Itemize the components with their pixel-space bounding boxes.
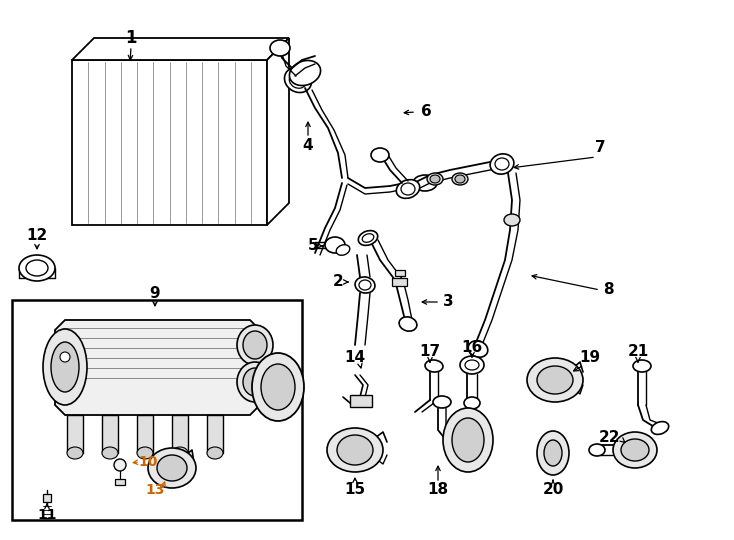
Ellipse shape xyxy=(633,360,651,372)
Ellipse shape xyxy=(337,435,373,465)
Text: 3: 3 xyxy=(443,294,454,309)
Ellipse shape xyxy=(490,154,514,174)
Ellipse shape xyxy=(252,353,304,421)
Circle shape xyxy=(114,459,126,471)
Ellipse shape xyxy=(26,260,48,276)
Bar xyxy=(102,415,118,453)
Text: 19: 19 xyxy=(579,350,600,366)
Ellipse shape xyxy=(425,360,443,372)
Ellipse shape xyxy=(285,68,311,92)
Ellipse shape xyxy=(413,175,437,191)
Bar xyxy=(395,270,405,276)
Bar xyxy=(43,494,51,502)
Ellipse shape xyxy=(289,72,307,88)
Text: 2: 2 xyxy=(333,274,344,289)
Ellipse shape xyxy=(207,447,223,459)
Ellipse shape xyxy=(396,180,420,198)
Ellipse shape xyxy=(327,428,383,472)
Ellipse shape xyxy=(427,173,443,185)
Text: 16: 16 xyxy=(462,340,483,354)
Text: 6: 6 xyxy=(421,105,432,119)
Ellipse shape xyxy=(452,173,468,185)
Ellipse shape xyxy=(19,255,55,281)
Ellipse shape xyxy=(621,439,649,461)
Ellipse shape xyxy=(461,441,479,453)
Ellipse shape xyxy=(452,418,484,462)
Circle shape xyxy=(60,352,70,362)
Ellipse shape xyxy=(371,148,389,162)
Ellipse shape xyxy=(289,60,321,85)
Ellipse shape xyxy=(537,366,573,394)
Bar xyxy=(12,300,302,520)
Ellipse shape xyxy=(433,396,451,408)
Polygon shape xyxy=(72,38,289,60)
Ellipse shape xyxy=(613,432,657,468)
Ellipse shape xyxy=(399,317,417,331)
Ellipse shape xyxy=(270,40,290,56)
Ellipse shape xyxy=(358,231,378,245)
Text: 7: 7 xyxy=(595,140,606,156)
Ellipse shape xyxy=(325,237,345,253)
Ellipse shape xyxy=(51,342,79,392)
Text: 18: 18 xyxy=(427,483,448,497)
Ellipse shape xyxy=(102,447,118,459)
Text: 10: 10 xyxy=(138,455,158,469)
Ellipse shape xyxy=(544,440,562,466)
Polygon shape xyxy=(55,320,260,415)
Bar xyxy=(67,415,83,453)
Text: 4: 4 xyxy=(302,138,313,152)
Ellipse shape xyxy=(359,280,371,290)
Text: 12: 12 xyxy=(26,227,48,242)
Text: 15: 15 xyxy=(344,483,366,497)
Text: 13: 13 xyxy=(145,483,164,497)
Ellipse shape xyxy=(430,175,440,183)
Polygon shape xyxy=(267,38,289,225)
Ellipse shape xyxy=(237,362,273,402)
Ellipse shape xyxy=(261,364,295,410)
Text: 17: 17 xyxy=(419,345,440,360)
Text: 5: 5 xyxy=(308,239,319,253)
Text: 22: 22 xyxy=(598,429,620,444)
Ellipse shape xyxy=(401,183,415,195)
Ellipse shape xyxy=(464,397,480,409)
Ellipse shape xyxy=(137,447,153,459)
Ellipse shape xyxy=(43,329,87,405)
Ellipse shape xyxy=(67,447,83,459)
Bar xyxy=(350,395,372,407)
Ellipse shape xyxy=(504,214,520,226)
Text: 14: 14 xyxy=(344,349,366,364)
Ellipse shape xyxy=(148,448,196,488)
Ellipse shape xyxy=(527,358,583,402)
Bar xyxy=(172,415,188,453)
Text: 1: 1 xyxy=(126,29,137,47)
Ellipse shape xyxy=(172,447,188,459)
Polygon shape xyxy=(115,479,125,485)
Ellipse shape xyxy=(537,431,569,475)
Text: 8: 8 xyxy=(603,282,614,298)
Ellipse shape xyxy=(243,331,267,359)
Ellipse shape xyxy=(465,360,479,370)
Text: 9: 9 xyxy=(150,286,160,300)
Ellipse shape xyxy=(443,408,493,472)
Ellipse shape xyxy=(455,175,465,183)
Polygon shape xyxy=(72,60,267,225)
Text: 20: 20 xyxy=(542,483,564,497)
Ellipse shape xyxy=(589,444,605,456)
Text: 21: 21 xyxy=(628,345,649,360)
Ellipse shape xyxy=(355,277,375,293)
Ellipse shape xyxy=(460,356,484,374)
Bar xyxy=(137,415,153,453)
Ellipse shape xyxy=(651,422,669,434)
Ellipse shape xyxy=(243,368,267,396)
Ellipse shape xyxy=(495,158,509,170)
Ellipse shape xyxy=(468,341,488,357)
Bar xyxy=(207,415,223,453)
Ellipse shape xyxy=(336,245,350,255)
Ellipse shape xyxy=(157,455,187,481)
Ellipse shape xyxy=(362,234,374,242)
Bar xyxy=(392,278,407,286)
Ellipse shape xyxy=(237,325,273,365)
Text: 11: 11 xyxy=(37,508,57,522)
